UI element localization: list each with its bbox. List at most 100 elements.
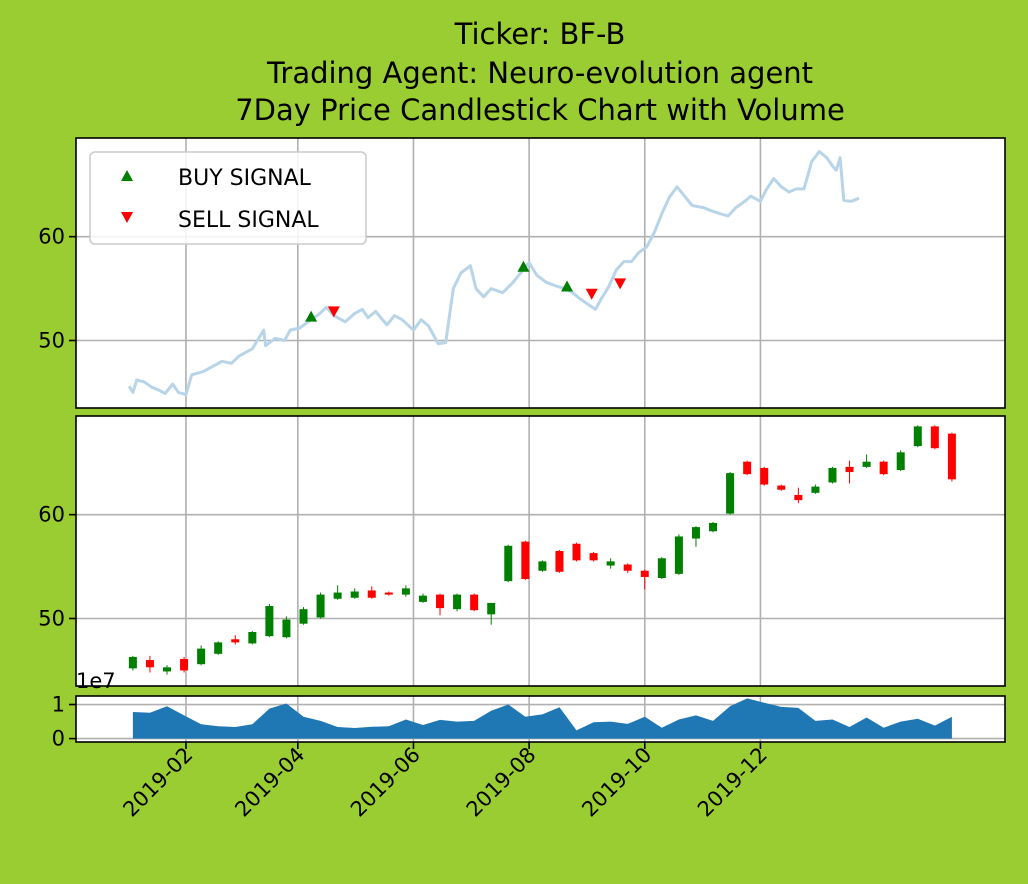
candle-body	[709, 522, 718, 532]
volume-panel-frame	[75, 695, 1006, 743]
candle-body	[521, 541, 530, 580]
title-line-2: Trading Agent: Neuro-evolution agent	[266, 56, 813, 90]
candle	[214, 641, 223, 655]
chart-title: Ticker: BF-B Trading Agent: Neuro-evolut…	[235, 17, 845, 127]
x-tick-label-0: 2019-02	[118, 743, 197, 822]
candle-body	[640, 570, 649, 577]
candle-body	[657, 558, 666, 578]
candle-body	[299, 609, 308, 624]
candle	[504, 544, 513, 583]
x-tick-label-2: 2019-06	[346, 743, 425, 822]
candle	[947, 432, 956, 482]
volume-panel: 01 1e7	[52, 669, 1006, 751]
candle	[794, 487, 803, 504]
candle-body	[163, 667, 172, 672]
candle	[145, 655, 154, 673]
candle-panel: 50 60	[38, 415, 1006, 687]
y-tick-label: 50	[38, 607, 65, 631]
candle-body	[674, 536, 683, 574]
candle-y-ticks: 50 60	[38, 503, 76, 631]
candle-body	[726, 473, 735, 514]
candle	[367, 586, 376, 599]
candle-body	[180, 659, 189, 671]
candle	[879, 460, 888, 476]
candle-body	[384, 592, 393, 595]
candle-body	[401, 588, 410, 595]
candle-body	[248, 632, 257, 644]
candle-body	[930, 426, 939, 449]
buy-signal-marker	[561, 280, 574, 292]
candle-body	[879, 461, 888, 475]
candle-body	[896, 452, 905, 470]
candle	[265, 603, 274, 638]
candle-body	[589, 553, 598, 561]
candle	[930, 425, 939, 450]
candle	[845, 460, 854, 484]
candle-body	[453, 594, 462, 610]
candle-body	[777, 485, 786, 490]
y-tick-label: 60	[38, 503, 65, 527]
candle-body	[470, 594, 479, 611]
candle	[180, 656, 189, 673]
candle	[248, 630, 257, 645]
candle-body	[947, 433, 956, 480]
candle-body	[845, 466, 854, 473]
volume-offset-label: 1e7	[76, 669, 116, 693]
candle	[589, 552, 598, 562]
candle-body	[145, 660, 154, 668]
x-tick-label-3: 2019-08	[462, 743, 541, 822]
candle	[470, 593, 479, 612]
candle	[538, 560, 547, 572]
legend-sell-marker	[121, 212, 133, 223]
candle-body	[418, 595, 427, 602]
candle	[436, 593, 445, 616]
price-y-ticks: 50 60	[38, 225, 76, 353]
candle-body	[282, 619, 291, 638]
candle	[163, 665, 172, 675]
candle	[606, 558, 615, 569]
y-tick-label: 50	[38, 329, 65, 353]
candle	[316, 592, 325, 619]
legend: BUY SIGNAL SELL SIGNAL	[89, 151, 367, 245]
y-tick-label: 60	[38, 225, 65, 249]
candle-body	[538, 561, 547, 571]
x-tick-label-1: 2019-04	[230, 743, 309, 822]
price-panel: 50 60 BUY SIGNAL SELL SIGNAL	[38, 137, 1006, 409]
candle	[197, 645, 206, 666]
candle	[896, 450, 905, 472]
candle-body	[623, 564, 632, 571]
candle	[128, 655, 137, 671]
candle-body	[691, 527, 700, 539]
candle	[231, 635, 240, 645]
candle-body	[828, 467, 837, 483]
candle	[777, 484, 786, 491]
candle	[913, 425, 922, 448]
candle-body	[197, 648, 206, 665]
title-line-1: Ticker: BF-B	[454, 17, 626, 51]
y-tick-label: 0	[52, 727, 65, 751]
candle-body	[606, 561, 615, 566]
candle	[521, 540, 530, 581]
candle	[691, 526, 700, 547]
legend-buy-marker	[121, 170, 133, 181]
candle	[657, 557, 666, 580]
candle	[572, 542, 581, 562]
candle-body	[811, 486, 820, 493]
candle	[418, 593, 427, 603]
candles	[128, 425, 956, 675]
candle-body	[333, 592, 342, 599]
volume-area	[132, 698, 952, 739]
candle-body	[350, 591, 359, 598]
x-tick-label-5: 2019-12	[693, 743, 772, 822]
candle-body	[487, 602, 496, 615]
legend-box	[89, 151, 367, 245]
buy-signal-markers	[305, 260, 574, 322]
legend-sell-label: SELL SIGNAL	[178, 208, 319, 233]
candle	[828, 466, 837, 484]
candle	[299, 607, 308, 625]
title-line-3: 7Day Price Candlestick Chart with Volume	[235, 93, 845, 127]
candle-body	[760, 467, 769, 485]
candle-gridlines	[76, 416, 1005, 686]
candle-body	[504, 545, 513, 582]
price-panel-frame	[75, 137, 1006, 409]
